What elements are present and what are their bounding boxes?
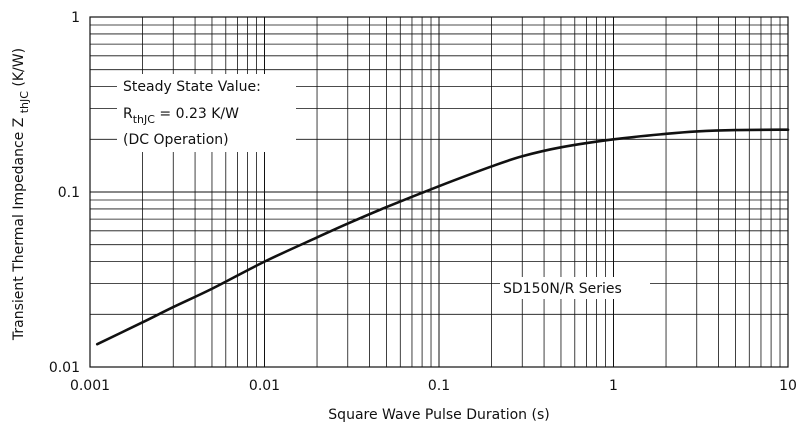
y-axis-label: Transient Thermal Impedance Z thJC (K/W) <box>11 48 31 341</box>
x-axis-label: Square Wave Pulse Duration (s) <box>328 407 549 423</box>
y-tick-label: 0.1 <box>58 185 80 201</box>
axis-layer: 0.001 0.01 0.1 1 10 0.01 0.1 1 Square Wave Pulse… <box>11 10 797 423</box>
grid-layer <box>89 17 788 368</box>
steady-state-background <box>117 74 296 152</box>
series-label-background <box>500 277 650 299</box>
steady-state-value: RthJC = 0.23 K/W <box>123 106 239 126</box>
annotation-layer: Steady State Value: RthJC = 0.23 K/W (DC O… <box>117 74 650 299</box>
series-label: SD150N/R Series <box>503 281 622 297</box>
curve-layer <box>95 128 790 346</box>
x-tick-label: 0.01 <box>249 378 280 394</box>
x-tick-label: 1 <box>609 378 618 394</box>
y-tick-label: 1 <box>71 10 80 26</box>
steady-state-title: Steady State Value: <box>123 79 261 95</box>
plot-frame <box>89 16 789 368</box>
y-tick-label: 0.01 <box>49 360 80 376</box>
series-line <box>95 128 790 346</box>
steady-state-note: (DC Operation) <box>123 132 229 148</box>
x-tick-label: 0.001 <box>70 378 110 394</box>
x-tick-label: 10 <box>779 378 797 394</box>
x-tick-label: 0.1 <box>428 378 450 394</box>
